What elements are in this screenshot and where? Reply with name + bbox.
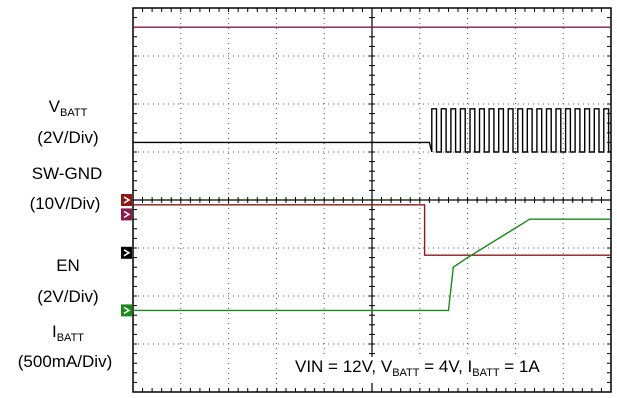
marker-en <box>121 194 132 206</box>
legend-ibatt-main: I <box>51 322 57 341</box>
annotation-part-2: BATT <box>392 367 420 379</box>
legend-sw-gnd: SW-GND <box>31 164 103 183</box>
conditions-annotation: VIN = 12V, VBATT = 4V, IBATT = 1A <box>295 357 540 383</box>
annotation-part-1: VIN = 12V, V <box>295 357 393 376</box>
annotation-part-3: = 4V, I <box>419 357 473 376</box>
marker-ibatt <box>121 304 132 317</box>
legend-vbatt: VBATT <box>18 97 118 123</box>
trace-sw-gnd <box>133 108 611 153</box>
legend-vbatt-scale: (2V/Div) <box>37 128 99 147</box>
legend-ibatt-sub: BATT <box>56 332 85 344</box>
marker-arrow-vbatt <box>123 210 131 219</box>
annotation-part-4: BATT <box>472 367 500 379</box>
marker-arrow-en <box>123 196 131 204</box>
legend-sw-gnd-scale: (10V/Div) <box>29 194 101 213</box>
scope-grid <box>132 7 612 393</box>
legend-ibatt: IBATT <box>18 322 118 348</box>
legend-vbatt-main: V <box>48 97 61 116</box>
legend-en: EN <box>56 256 80 275</box>
marker-arrow-ibatt <box>123 306 131 315</box>
marker-vbatt <box>121 208 132 221</box>
marker-arrow-sw-gnd <box>123 249 131 257</box>
legend-en-scale: (2V/Div) <box>37 287 99 306</box>
marker-sw-gnd <box>121 246 132 259</box>
annotation-part-5: = 1A <box>499 357 540 376</box>
legend-ibatt-scale: (500mA/Div) <box>17 352 113 371</box>
trace-ibatt <box>133 218 611 312</box>
legend-vbatt-sub: BATT <box>60 107 88 119</box>
trace-en <box>133 204 611 256</box>
scope-traces <box>133 26 611 312</box>
channel-markers <box>121 194 132 317</box>
